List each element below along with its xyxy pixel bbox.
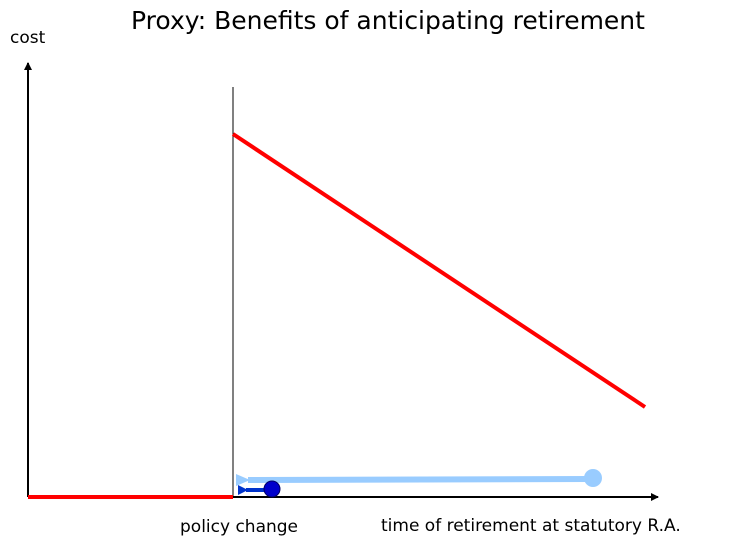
light-arrow xyxy=(235,474,591,487)
x-axis-label: time of retirement at statutory R.A. xyxy=(381,516,681,536)
y-axis-label: cost xyxy=(10,28,46,48)
cost-line-after xyxy=(231,132,647,409)
title: Proxy: Benefits of anticipating retireme… xyxy=(131,6,645,35)
policy-change-label: policy change xyxy=(180,517,298,537)
dark-dot xyxy=(263,480,281,498)
light-dot xyxy=(584,469,602,487)
